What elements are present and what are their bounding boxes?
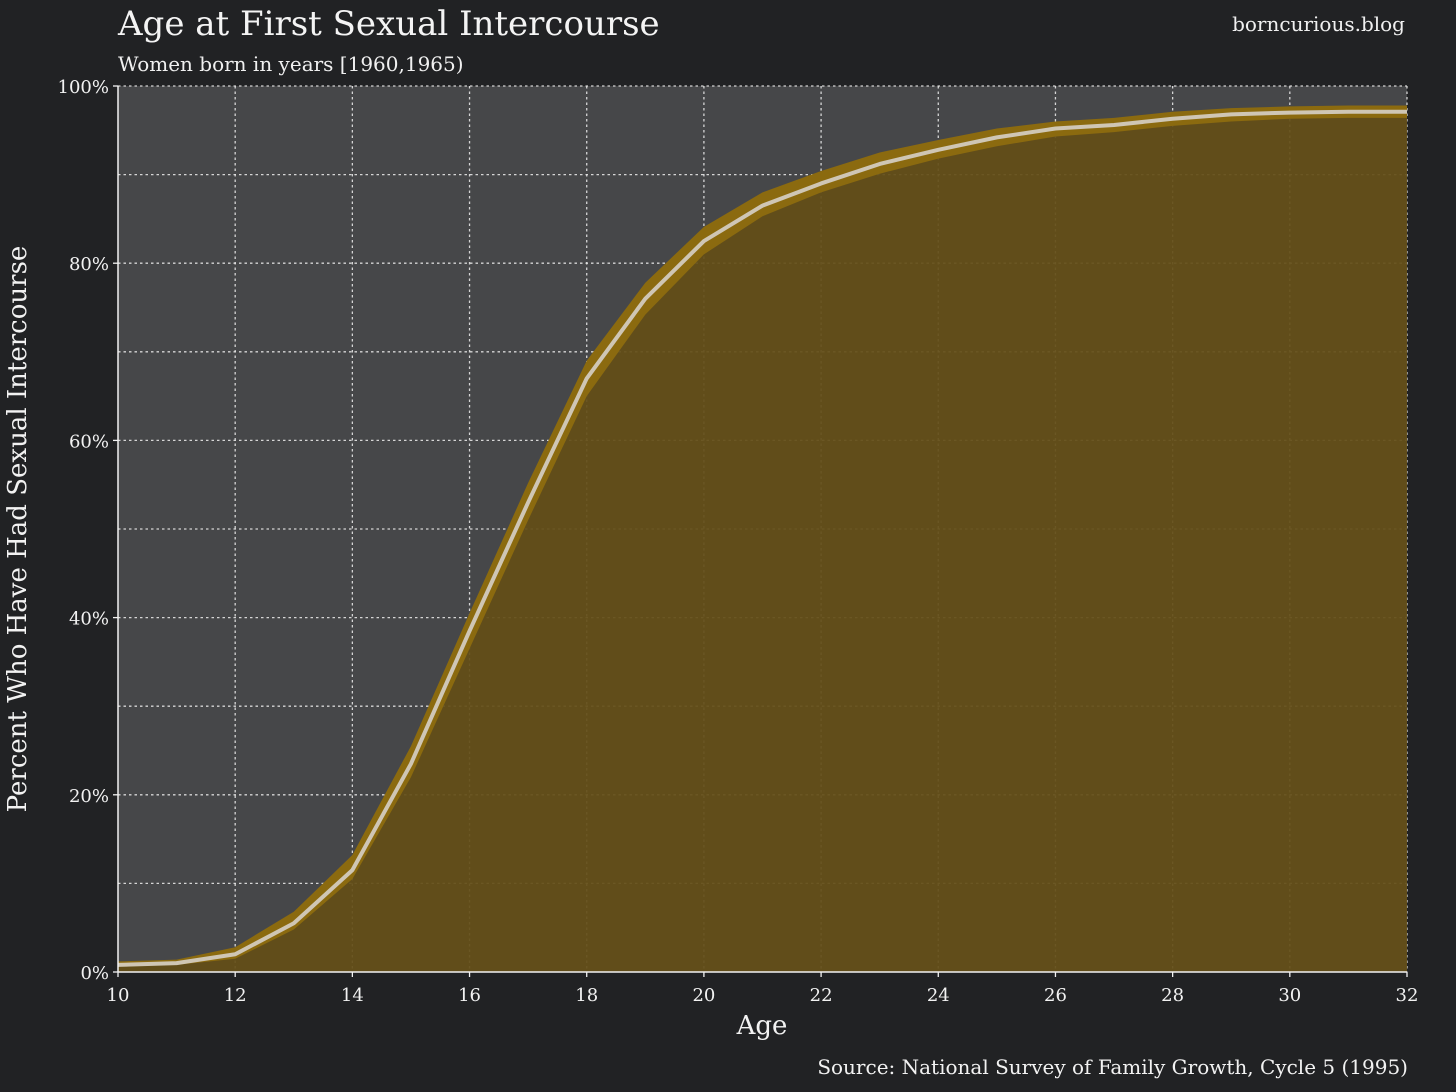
source-note: Source: National Survey of Family Growth…: [817, 1055, 1408, 1079]
x-tick-label: 20: [692, 985, 715, 1006]
x-tick-label: 32: [1396, 985, 1419, 1006]
chart-title: Age at First Sexual Intercourse: [117, 4, 660, 44]
x-tick-label: 24: [927, 985, 950, 1006]
y-tick-label: 0%: [80, 963, 109, 984]
x-tick-label: 22: [810, 985, 833, 1006]
x-tick-label: 18: [575, 985, 598, 1006]
cumulative-area: [118, 111, 1407, 973]
y-tick-label: 40%: [69, 609, 109, 630]
x-tick-label: 26: [1044, 985, 1067, 1006]
y-tick-label: 80%: [69, 254, 109, 275]
x-tick-label: 30: [1278, 985, 1301, 1006]
chart-subtitle: Women born in years [1960,1965): [118, 52, 464, 76]
axes: 10 12 14 16 18 20 22 24 26 28 30 32 0% 20% 40% 60% 80% 10…: [58, 77, 1419, 1006]
site-name: borncurious.blog: [1232, 12, 1405, 36]
x-tick-label: 10: [107, 985, 130, 1006]
y-tick-label: 60%: [69, 431, 109, 452]
x-axis-label: Age: [736, 1011, 788, 1041]
x-tick-label: 28: [1161, 985, 1184, 1006]
x-tick-label: 12: [224, 985, 247, 1006]
y-tick-label: 20%: [69, 786, 109, 807]
x-tick-label: 14: [341, 985, 364, 1006]
y-tick-label: 100%: [58, 77, 109, 98]
x-tick-label: 16: [458, 985, 481, 1006]
y-axis-label: Percent Who Have Had Sexual Intercourse: [3, 246, 33, 813]
